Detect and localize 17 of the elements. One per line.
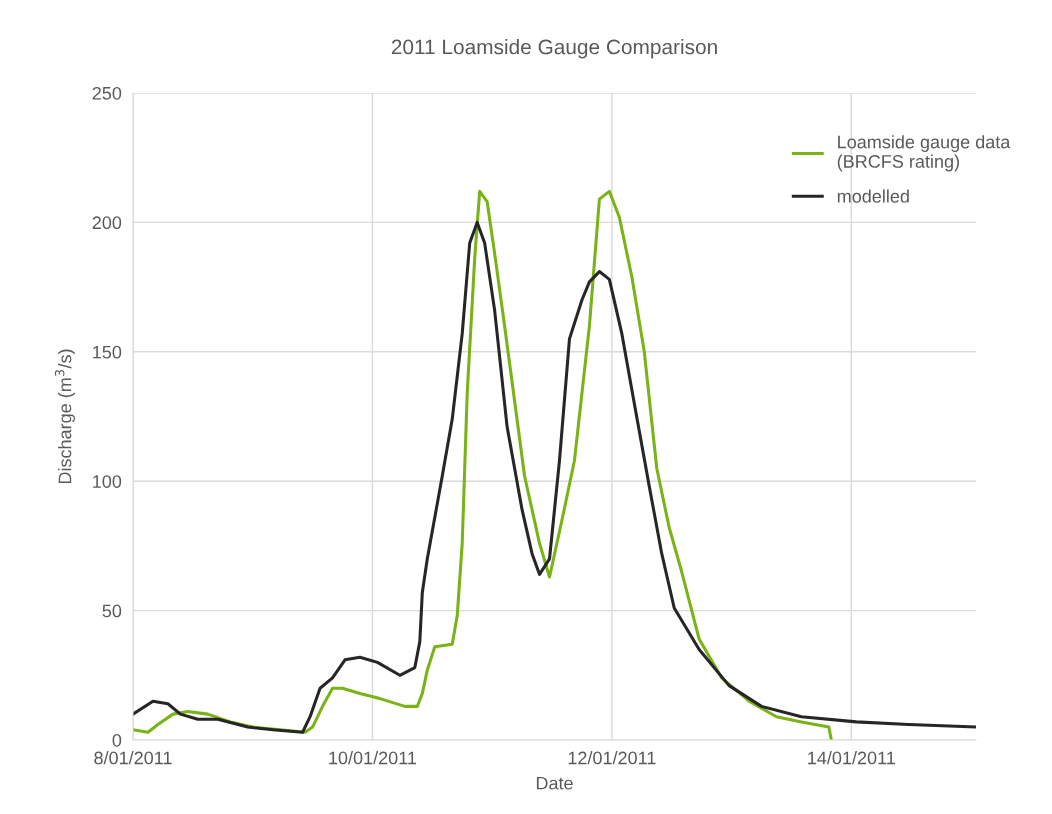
x-axis-title: Date (536, 776, 573, 790)
legend-label: Loamside gauge data (BRCFS rating) (837, 135, 1011, 172)
x-tick-label: 8/01/2011 (94, 751, 172, 765)
x-tick-label: 12/01/2011 (568, 751, 656, 765)
line-series (133, 220, 976, 734)
y-tick-label: 250 (92, 86, 122, 100)
y-axis-title: Discharge (m$^{3}$/s) (54, 349, 75, 484)
line-series (133, 189, 833, 740)
y-tick-label: 200 (92, 216, 122, 230)
y-tick-label: 150 (93, 345, 122, 359)
legend-label: modelled (837, 189, 909, 203)
y-tick-label: 100 (93, 475, 122, 488)
y-tick-label: 50 (102, 604, 122, 618)
x-tick-label: 14/01/2011 (808, 751, 895, 765)
chart-title: 2011 Loamside Gauge Comparison (391, 39, 717, 59)
y-tick-label: 0 (112, 733, 122, 747)
x-tick-label: 10/01/2011 (329, 751, 417, 765)
